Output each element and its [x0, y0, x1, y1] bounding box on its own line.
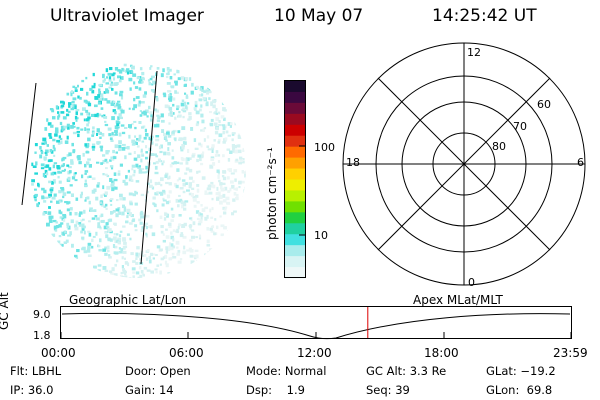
color-scale-bar	[284, 80, 306, 279]
seq-field: Seq: 39	[366, 383, 410, 397]
altitude-timeline[interactable]	[60, 306, 574, 342]
uv-image[interactable]	[16, 58, 256, 298]
mode-field: Mode: Normal	[246, 364, 327, 378]
timeline-y-tick-top: 9.0	[33, 308, 51, 321]
altitude-curve	[61, 312, 571, 340]
gc-alt-value: 3.3 Re	[409, 364, 447, 378]
ip-field: IP: 36.0	[10, 383, 54, 397]
gc-alt-label: GC Alt:	[366, 364, 407, 378]
polar-mlt-grid	[342, 42, 586, 286]
glon-field: GLon: 69.8	[486, 383, 553, 397]
dsp-value: 1.9	[286, 383, 305, 397]
timeline-x-tick-1800: 18:00	[424, 346, 459, 360]
timeline-x-tick-1200: 12:00	[297, 346, 332, 360]
seq-label: Seq:	[366, 383, 392, 397]
ip-value: 36.0	[27, 383, 54, 397]
dsp-field: Dsp: 1.9	[246, 383, 305, 397]
observation-date: 10 May 07	[274, 6, 364, 26]
gain-field: Gain: 14	[125, 383, 174, 397]
ip-label: IP:	[10, 383, 25, 397]
timeline-y-axis-label: GC Alt	[0, 292, 11, 330]
auroral-emission	[31, 63, 246, 278]
mode-value: Normal	[284, 364, 327, 378]
seq-value: 39	[395, 383, 410, 397]
colorbar-tick-10: 10	[314, 229, 328, 242]
door-field: Door: Open	[125, 364, 191, 378]
gc-alt-field: GC Alt: 3.3 Re	[366, 364, 447, 378]
instrument-title: Ultraviolet Imager	[50, 6, 204, 26]
longitude-line-west	[21, 82, 37, 206]
mlt-label-18: 18	[346, 156, 360, 169]
timeline-x-tick-0000: 00:00	[41, 346, 76, 360]
filter-field: Flt: LBHL	[10, 364, 62, 378]
timeline-y-tick-bottom: 1.8	[33, 329, 51, 342]
timeline-left-caption: Geographic Lat/Lon	[69, 293, 187, 307]
timeline-x-tick-0600: 06:00	[169, 346, 204, 360]
colorbar-unit-label: photon cm⁻²s⁻¹	[265, 147, 279, 240]
door-label: Door:	[125, 364, 157, 378]
mlt-label-6: 6	[577, 156, 584, 169]
gain-value: 14	[158, 383, 174, 397]
filter-label: Flt:	[10, 364, 29, 378]
longitude-line-east	[140, 70, 158, 265]
glat-value: −19.2	[520, 364, 556, 378]
lat-label-70: 70	[513, 120, 527, 133]
mlt-label-0: 0	[468, 276, 475, 289]
filter-value: LBHL	[31, 364, 62, 378]
glat-field: GLat: −19.2	[486, 364, 556, 378]
glat-label: GLat:	[486, 364, 517, 378]
gain-label: Gain:	[125, 383, 156, 397]
colorbar-tick-100: 100	[314, 141, 335, 154]
door-value: Open	[159, 364, 191, 378]
observation-time: 14:25:42 UT	[432, 6, 537, 26]
lat-label-80: 80	[492, 140, 506, 153]
dsp-label: Dsp:	[246, 383, 273, 397]
glon-label: GLon:	[486, 383, 520, 397]
lat-label-60: 60	[537, 98, 551, 111]
timeline-x-tick-2359: 23:59	[553, 346, 588, 360]
timeline-right-caption: Apex MLat/MLT	[413, 293, 503, 307]
mode-label: Mode:	[246, 364, 282, 378]
mlt-label-12: 12	[467, 46, 481, 59]
glon-value: 69.8	[526, 383, 553, 397]
